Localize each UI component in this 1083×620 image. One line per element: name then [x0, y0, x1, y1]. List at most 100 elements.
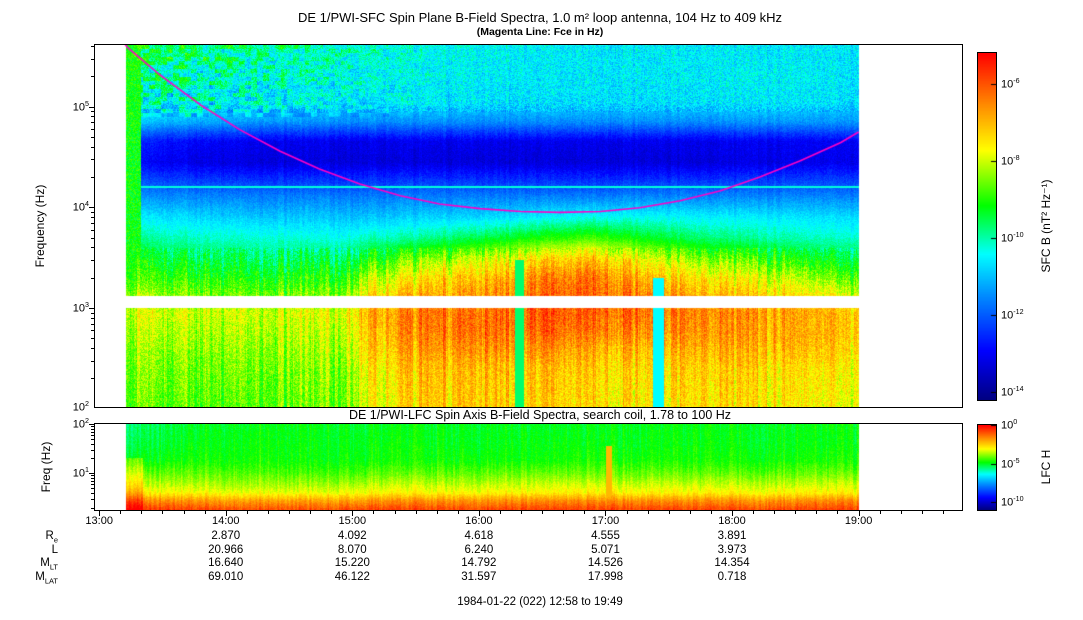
x-axis-minor-tick [647, 511, 649, 514]
x-axis-minor-tick [668, 511, 670, 514]
lfc-y-minor-tick [91, 508, 94, 509]
sfc-y-minor-tick [91, 212, 94, 213]
ephemeris-value: 69.010 [208, 570, 244, 583]
ephemeris-value: 31.597 [461, 570, 497, 583]
ephemeris-value: 16.640 [208, 557, 244, 569]
lfc-colorbar-tick-label: 10-5 [1001, 456, 1020, 471]
sfc-colorbar-tick-label: 10-14 [1001, 385, 1024, 399]
x-axis-minor-tick [942, 511, 944, 514]
x-axis-major-tick [225, 511, 227, 516]
x-axis-minor-tick [141, 511, 143, 514]
x-axis-minor-tick [753, 511, 755, 514]
x-axis-minor-tick [921, 511, 923, 514]
x-tick-label: 14:00 [211, 515, 240, 527]
x-axis-minor-tick [246, 511, 248, 514]
sfc-y-minor-tick [91, 137, 94, 138]
sfc-y-minor-tick [91, 59, 94, 60]
ephemeris-row-label: Re [45, 530, 58, 545]
x-axis-minor-tick [183, 511, 185, 514]
x-axis-minor-tick [795, 511, 797, 514]
x-axis-minor-tick [373, 511, 375, 514]
ephemeris-value: 20.966 [208, 543, 244, 556]
ephemeris-value: 14.354 [714, 557, 750, 569]
x-axis-minor-tick [120, 511, 122, 514]
x-axis-major-tick [605, 511, 607, 516]
lfc-y-major-tick [89, 424, 94, 425]
x-axis-minor-tick [521, 511, 523, 514]
ephemeris-value: 4.092 [337, 530, 367, 542]
x-tick-label: 17:00 [591, 515, 620, 527]
x-axis-minor-tick [267, 511, 269, 514]
lfc-y-minor-tick [91, 444, 94, 445]
lfc-y-minor-tick [91, 439, 94, 440]
sfc-y-minor-tick [91, 217, 94, 218]
sfc-y-major-tick [89, 207, 94, 208]
x-axis-minor-tick [436, 511, 438, 514]
ephemeris-value: 3.973 [717, 543, 747, 556]
x-axis-minor-tick [900, 511, 902, 514]
sfc-colorbar-tick-label: 10-12 [1001, 308, 1024, 322]
x-axis-minor-tick [563, 511, 565, 514]
lfc-y-minor-tick [91, 499, 94, 500]
sfc-y-tick-label: 102 [72, 400, 89, 414]
sfc-y-minor-tick [91, 122, 94, 123]
x-tick-label: 18:00 [718, 515, 746, 527]
x-axis-minor-tick [816, 511, 818, 514]
x-axis-minor-tick [584, 511, 586, 514]
lfc-colorbar-canvas [978, 425, 996, 510]
ephemeris-value: 14.792 [461, 557, 497, 569]
ephemeris-value: 15.220 [334, 557, 370, 569]
x-axis-minor-tick [331, 511, 333, 514]
sfc-y-minor-tick [91, 324, 94, 325]
lfc-y-tick-label: 102 [72, 417, 89, 431]
lfc-y-minor-tick [91, 475, 94, 476]
sfc-subtitle: (Magenta Line: Fce in Hz) [476, 26, 604, 38]
lfc-y-minor-tick [91, 426, 94, 427]
lfc-y-minor-tick [91, 478, 94, 479]
sfc-colorbar-tick-label: 10-8 [1001, 153, 1020, 168]
lfc-y-minor-tick [91, 484, 94, 485]
sfc-y-minor-tick [91, 159, 94, 160]
x-axis-minor-tick [204, 511, 206, 514]
lfc-y-minor-tick [91, 488, 94, 489]
sfc-y-minor-tick [91, 230, 94, 231]
sfc-y-minor-tick [91, 238, 94, 239]
x-axis-minor-tick [394, 511, 396, 514]
x-axis-major-tick [352, 511, 354, 516]
sfc-y-tick-label: 105 [72, 99, 89, 114]
sfc-colorbar-canvas [978, 53, 996, 400]
sfc-y-minor-tick [91, 348, 94, 349]
x-tick-label: 13:00 [85, 515, 113, 527]
lfc-y-minor-tick [91, 432, 94, 433]
x-axis-minor-tick [626, 511, 628, 514]
x-axis-minor-tick [415, 511, 417, 514]
lfc-title: DE 1/PWI-LFC Spin Axis B-Field Spectra, … [348, 408, 732, 422]
x-axis-minor-tick [310, 511, 312, 514]
sfc-y-tick-label: 104 [72, 200, 89, 214]
x-axis-minor-tick [879, 511, 881, 514]
lfc-y-minor-tick [91, 481, 94, 482]
x-tick-label: 16:00 [465, 515, 493, 527]
lfc-colorbar-tick-label: 10-10 [1001, 495, 1024, 509]
x-axis-minor-tick [542, 511, 544, 514]
sfc-y-minor-tick [91, 147, 94, 148]
sfc-spectrogram-canvas [95, 45, 962, 407]
sfc-y-minor-tick [91, 111, 94, 112]
sfc-y-minor-tick [91, 378, 94, 379]
ephemeris-value: 17.998 [587, 570, 624, 583]
x-axis-minor-tick [289, 511, 291, 514]
ephemeris-row-label: L [51, 543, 58, 556]
lfc-y-minor-tick [91, 458, 94, 459]
lfc-spectrogram-panel [94, 423, 963, 511]
sfc-y-major-tick [89, 107, 94, 108]
sfc-y-minor-tick [91, 338, 94, 339]
ephemeris-value: 6.240 [464, 543, 494, 556]
sfc-y-axis-label: Frequency (Hz) [33, 184, 47, 268]
ephemeris-value: 46.122 [334, 570, 370, 583]
lfc-y-minor-tick [91, 450, 94, 451]
sfc-y-minor-tick [91, 361, 94, 362]
sfc-y-major-tick [89, 308, 94, 309]
lfc-y-tick-label: 101 [72, 466, 89, 480]
lfc-y-minor-tick [91, 435, 94, 436]
